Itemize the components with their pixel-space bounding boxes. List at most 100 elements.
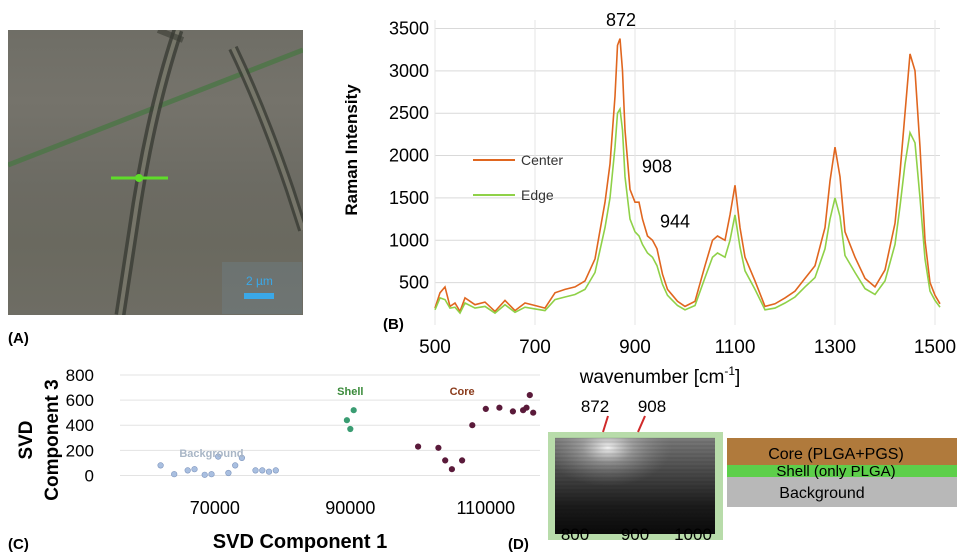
legend-shell-label: Shell (only PLGA) — [776, 463, 895, 480]
panel-label-c: (C) — [8, 536, 29, 553]
svd-scatter-chart: 0 200 400 600 800 70000 90000 110000 Background… — [16, 366, 540, 553]
legend-shell-band — [727, 465, 957, 477]
scale-bar — [244, 293, 274, 299]
scatter-point-background — [232, 462, 239, 469]
legend-core-label: Core (PLGA+PGS) — [768, 446, 904, 463]
scatter-point-core — [435, 444, 442, 451]
scatter-y-tick: 0 — [85, 466, 94, 485]
spectrum-legend: Center Edge — [473, 152, 563, 203]
fiber-left — [114, 30, 184, 315]
legend-core-band — [727, 438, 957, 465]
scatter-group-label: Background — [179, 448, 243, 460]
spectrum-x-tick: 700 — [519, 337, 551, 358]
spectrum-x-tick: 900 — [619, 337, 651, 358]
spectrum-series — [434, 38, 941, 315]
scatter-point-background — [265, 468, 273, 475]
scatter-point-background — [215, 453, 222, 460]
scatter-y-tick: 400 — [66, 416, 94, 435]
scatter-point-background — [238, 454, 245, 461]
scatter-point-background — [225, 469, 232, 477]
peak-pointer-872 — [602, 415, 609, 433]
scale-box — [222, 262, 302, 314]
legend-label-edge: Edge — [521, 187, 554, 203]
legend-background-band — [727, 477, 957, 507]
scatter-group-label: Shell — [337, 386, 363, 398]
spectrum-ticks: 500 1000 1500 2000 2500 3000 3500 500 700 900 1100… — [389, 18, 956, 358]
scatter-point-background — [252, 467, 259, 474]
image-peak-label-872: 872 — [581, 397, 609, 416]
scatter-point-background — [157, 462, 164, 469]
scatter-group-label: Core — [450, 386, 475, 398]
scatter-point-core — [448, 466, 456, 473]
scatter-gridlines — [120, 374, 540, 476]
scale-text: 2 µm — [246, 274, 273, 288]
spectrum-series-center — [434, 38, 941, 314]
spectrum-x-tick: 1100 — [715, 337, 756, 358]
raman-image-panel: 872 908 800 900 1000 Core (PLGA+PGS) She… — [548, 397, 957, 544]
legend-background-label: Background — [779, 485, 864, 502]
scatter-y-tick: 200 — [66, 441, 94, 460]
scatter-y-tick: 600 — [66, 391, 94, 410]
spectrum-peak-labels: 872 908 944 — [606, 10, 690, 232]
scatter-group-labels: Background Shell Core — [179, 386, 474, 460]
scatter-x-axis-label: SVD Component 1 — [213, 531, 387, 553]
peak-pointer-908 — [637, 415, 646, 433]
scatter-point-core — [459, 457, 466, 464]
spectrum-x-tick: 500 — [419, 337, 451, 358]
spectrum-gridlines — [434, 20, 940, 325]
spectrum-peak-label: 872 — [606, 10, 636, 30]
spectrum-x-tick: 1500 — [914, 337, 956, 358]
image-x-tick: 900 — [621, 525, 649, 544]
spectrum-y-tick: 3000 — [389, 61, 429, 81]
raman-image-rows — [555, 437, 715, 531]
image-x-tick: 800 — [561, 525, 589, 544]
scatter-points — [157, 391, 537, 478]
scatter-point-core — [523, 404, 530, 411]
spectrum-y-tick: 2500 — [389, 103, 429, 123]
scatter-y-tick: 800 — [66, 366, 94, 385]
scatter-point-shell — [343, 417, 351, 424]
micrograph-fibers: 2 µm — [8, 30, 303, 315]
raman-spectrum-chart: 500 1000 1500 2000 2500 3000 3500 500 700 900 1100… — [342, 10, 956, 388]
scatter-point-background — [184, 467, 191, 474]
panel-label-a: (A) — [8, 330, 29, 347]
spectrum-y-tick: 3500 — [389, 18, 429, 38]
scatter-point-background — [171, 471, 178, 478]
scatter-ticks: 0 200 400 600 800 70000 90000 110000 — [66, 366, 516, 518]
scatter-point-background — [272, 467, 279, 474]
spectrum-series-edge — [434, 106, 941, 315]
scan-point-marker — [135, 174, 143, 182]
spectrum-y-tick: 1000 — [389, 230, 429, 250]
scatter-x-tick: 70000 — [190, 498, 240, 518]
scatter-point-core — [415, 443, 422, 450]
scatter-point-core — [469, 422, 476, 429]
scatter-point-core — [509, 408, 517, 415]
spectrum-y-axis-label: Raman Intensity — [342, 84, 361, 216]
image-peak-label-908: 908 — [638, 397, 666, 416]
scatter-point-core — [526, 391, 533, 399]
scatter-y-label-line1: SVD — [16, 420, 37, 459]
scatter-point-shell — [350, 407, 357, 414]
micrograph-panel: 2 µm — [8, 30, 303, 315]
legend-label-center: Center — [521, 152, 563, 168]
scatter-point-background — [259, 467, 266, 474]
scatter-y-label-line2: Component 3 — [42, 379, 63, 500]
scatter-x-tick: 90000 — [325, 498, 375, 518]
scatter-point-shell — [347, 425, 354, 433]
scatter-x-tick: 110000 — [456, 498, 515, 518]
scatter-point-core — [482, 405, 489, 413]
spectrum-peak-label: 944 — [660, 212, 690, 232]
scatter-point-core — [530, 409, 537, 416]
scatter-point-core — [496, 404, 503, 411]
spectrum-x-axis-label: wavenumber [cm-1] — [579, 364, 741, 388]
scatter-point-core — [442, 457, 449, 464]
panel-label-d: (D) — [508, 536, 529, 553]
scatter-point-background — [191, 466, 198, 473]
spectrum-x-tick: 1300 — [814, 337, 856, 358]
image-x-tick: 1000 — [674, 525, 712, 544]
scatter-point-background — [201, 471, 208, 478]
spectrum-peak-label: 908 — [642, 157, 672, 177]
spectrum-y-tick: 500 — [399, 273, 429, 293]
spectrum-y-tick: 2000 — [389, 146, 429, 166]
spectrum-y-tick: 1500 — [389, 188, 429, 208]
